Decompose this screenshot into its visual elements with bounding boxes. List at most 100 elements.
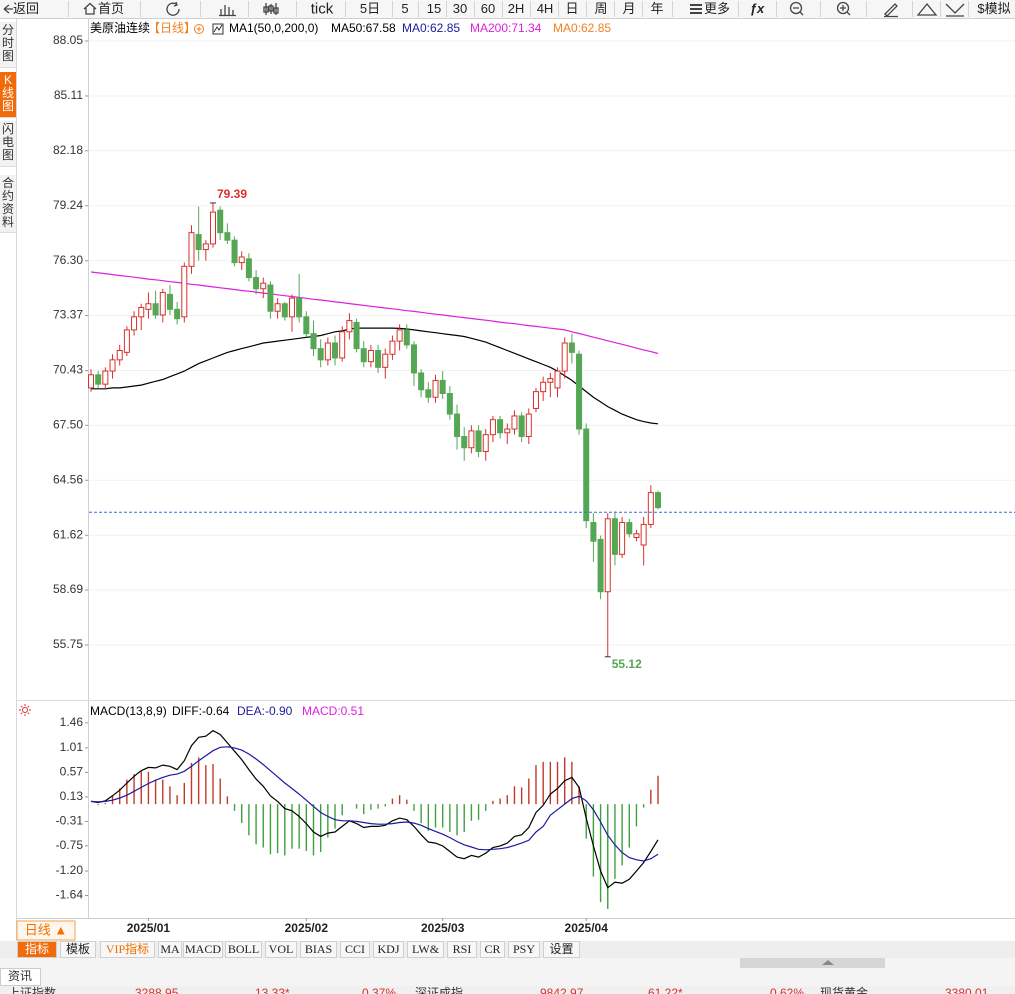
toolbar-button[interactable]: 日 <box>565 1 578 16</box>
pen-icon <box>884 3 898 18</box>
indicator-tab[interactable] <box>100 941 155 958</box>
candle-body <box>339 331 346 359</box>
candle-body <box>238 256 245 264</box>
indicator-tab[interactable] <box>300 941 337 958</box>
candle-body <box>518 415 525 438</box>
ticker-text: 现货黄金 <box>820 985 868 994</box>
line-chart-icon <box>219 5 236 17</box>
toolbar-button[interactable]: 5 <box>401 1 408 16</box>
indicator-tab[interactable] <box>183 941 223 958</box>
y-tick-label: -0.31 <box>56 814 84 828</box>
ticker-text: 0.37% <box>362 986 396 994</box>
toolbar-button[interactable]: 年 <box>650 1 663 16</box>
indicator-tab[interactable] <box>480 941 505 958</box>
indicator-tab-label[interactable]: KDJ <box>377 942 399 956</box>
candle-body <box>260 282 267 290</box>
side-tab[interactable]: 合约资料 <box>0 175 16 233</box>
indicator-tab[interactable] <box>447 941 477 958</box>
x-tick-label: 2025/04 <box>565 921 609 935</box>
indicator-tab[interactable] <box>158 941 182 958</box>
indicator-tab-label[interactable]: RSI <box>453 942 472 956</box>
candle-body <box>109 359 116 372</box>
indicator-tab-label[interactable]: CCI <box>345 942 365 956</box>
bottom-tab-label[interactable]: 资讯 <box>8 969 32 983</box>
candle-body <box>210 211 217 245</box>
toolbar-button[interactable]: 月 <box>622 1 635 16</box>
bottom-tab[interactable] <box>0 968 41 986</box>
macd-settings-icon[interactable] <box>19 704 31 716</box>
toolbar-button[interactable]: 60 <box>481 1 495 16</box>
toolbar-button[interactable]: ƒx <box>750 1 765 16</box>
candle-body <box>425 389 432 398</box>
indicator-tab[interactable] <box>340 941 370 958</box>
period-button[interactable] <box>16 920 76 941</box>
indicator-tab[interactable] <box>543 941 580 958</box>
indicator-tab[interactable] <box>17 941 57 958</box>
candle-body <box>540 381 547 393</box>
indicator-tab-label[interactable]: 指标 <box>25 941 49 956</box>
indicator-tab-label[interactable]: CR <box>484 942 500 956</box>
toolbar-button[interactable]: 15 <box>427 1 441 16</box>
indicator-tab[interactable] <box>60 941 96 958</box>
indicator-tab-label[interactable]: 设置 <box>549 942 573 956</box>
candle-body <box>152 303 159 316</box>
zoom-in-icon <box>836 1 850 15</box>
indicator-tab[interactable] <box>265 941 297 958</box>
toolbar-button[interactable]: $模拟 <box>977 1 1010 16</box>
candle-body <box>303 316 310 335</box>
toolbar-button[interactable]: 首页 <box>98 1 124 16</box>
period-button-label[interactable]: 日线 ▲ <box>25 922 67 937</box>
down-icon <box>945 3 965 17</box>
indicator-tab[interactable] <box>508 941 540 958</box>
candle-body <box>181 265 188 318</box>
indicator-tab-label[interactable]: VOL <box>269 942 294 956</box>
y-tick-label: 79.24 <box>53 198 83 212</box>
toolbar-button[interactable]: 周 <box>594 1 607 16</box>
toolbar-bg <box>0 0 1015 18</box>
y-tick-label: 1.46 <box>60 715 84 729</box>
candle-body <box>274 303 281 312</box>
side-tab[interactable]: K线图 <box>0 72 16 118</box>
indicator-tabs: 指标 模板 VIP指标 MA MACD BOLL VOL BIAS CCI KDJ LW& RSI CR… <box>17 941 580 958</box>
indicator-tab-label[interactable]: PSY <box>513 942 535 956</box>
indicator-tab-label[interactable]: MA <box>160 942 180 956</box>
indicator-tab-label[interactable]: VIP指标 <box>106 941 149 956</box>
candle-body <box>525 413 532 438</box>
candle-body <box>195 234 202 251</box>
toolbar-button[interactable]: 更多 <box>704 1 730 16</box>
indicator-tab[interactable] <box>373 941 404 958</box>
side-tab[interactable]: 分时图 <box>0 22 16 68</box>
candle-body <box>360 348 367 363</box>
indicator-tab-label[interactable]: LW& <box>412 942 440 956</box>
candle-body <box>123 329 130 353</box>
x-tick-label: 2025/03 <box>421 921 465 935</box>
toolbar-button[interactable]: 返回 <box>13 1 39 16</box>
indicator-settings-icon[interactable] <box>212 23 224 35</box>
toolbar-button[interactable]: 2H <box>508 1 525 16</box>
toolbar-separators <box>68 1 969 17</box>
add-indicator-icon[interactable] <box>194 24 204 34</box>
candle-body <box>102 370 109 385</box>
indicator-tab[interactable] <box>407 941 444 958</box>
scrollbar-thumb[interactable] <box>740 958 885 968</box>
toolbar-button[interactable]: tick <box>311 0 334 17</box>
candle-body <box>174 308 181 320</box>
toolbar-button[interactable]: 5日 <box>360 1 380 16</box>
y-tick-label: 88.05 <box>53 33 83 47</box>
y-tick-label: 85.11 <box>54 88 83 102</box>
legend-item: DEA:-0.90 <box>237 704 293 718</box>
side-tab[interactable]: 闪电图 <box>0 121 16 167</box>
toolbar-button[interactable]: 4H <box>537 1 554 16</box>
candle-body <box>547 378 554 383</box>
indicator-tab-label[interactable]: MACD <box>185 942 221 956</box>
indicator-tab-label[interactable]: BIAS <box>305 942 332 956</box>
y-tick-label: 70.43 <box>53 363 83 377</box>
candle-body <box>382 353 389 368</box>
indicator-tab[interactable] <box>225 941 262 958</box>
y-tick-label: 58.69 <box>53 582 83 596</box>
indicator-tab-label[interactable]: BOLL <box>228 942 259 956</box>
candle-body <box>611 518 618 555</box>
toolbar-button[interactable]: 30 <box>453 1 467 16</box>
indicator-tab-label[interactable]: 模板 <box>66 942 90 956</box>
